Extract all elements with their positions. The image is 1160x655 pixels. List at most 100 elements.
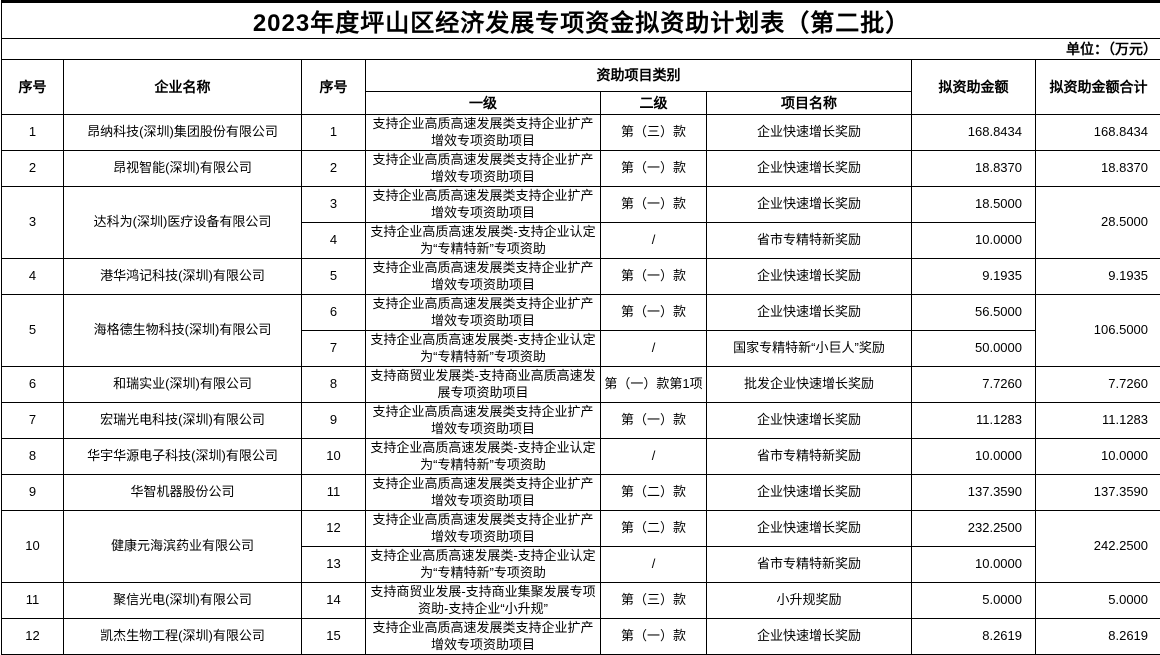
cell-company-name: 凯杰生物工程(深圳)有限公司 [64, 619, 302, 655]
cell-level2: 第（一）款 [601, 187, 707, 223]
cell-amount: 9.1935 [912, 259, 1036, 295]
cell-total: 11.1283 [1036, 403, 1160, 439]
cell-amount: 10.0000 [912, 547, 1036, 583]
cell-company-seq: 5 [2, 295, 64, 367]
cell-item-seq: 9 [302, 403, 366, 439]
cell-level1: 支持商贸业发展类-支持商业高质高速发展专项资助项目 [366, 367, 601, 403]
cell-level2: 第（一）款 [601, 403, 707, 439]
cell-level2: 第（一）款 [601, 295, 707, 331]
unit-label: 单位：（万元） [2, 39, 1160, 60]
cell-amount: 10.0000 [912, 439, 1036, 475]
cell-item-seq: 2 [302, 151, 366, 187]
cell-project: 企业快速增长奖励 [707, 187, 912, 223]
col-header-seq: 序号 [2, 60, 64, 115]
cell-total: 10.0000 [1036, 439, 1160, 475]
cell-item-seq: 10 [302, 439, 366, 475]
cell-level2: / [601, 439, 707, 475]
cell-total: 106.5000 [1036, 295, 1160, 367]
cell-project: 国家专精特新“小巨人”奖励 [707, 331, 912, 367]
cell-company-seq: 11 [2, 583, 64, 619]
cell-project: 企业快速增长奖励 [707, 475, 912, 511]
cell-company-name: 海格德生物科技(深圳)有限公司 [64, 295, 302, 367]
cell-level2: 第（三）款 [601, 115, 707, 151]
cell-company-seq: 9 [2, 475, 64, 511]
cell-company-seq: 2 [2, 151, 64, 187]
col-header-total: 拟资助金额合计 [1036, 60, 1160, 115]
page-title: 2023年度坪山区经济发展专项资金拟资助计划表（第二批） [2, 2, 1160, 39]
cell-amount: 10.0000 [912, 223, 1036, 259]
cell-item-seq: 8 [302, 367, 366, 403]
cell-amount: 5.0000 [912, 583, 1036, 619]
cell-item-seq: 3 [302, 187, 366, 223]
cell-level1: 支持企业高质高速发展类支持企业扩产增效专项资助项目 [366, 619, 601, 655]
cell-item-seq: 6 [302, 295, 366, 331]
cell-amount: 168.8434 [912, 115, 1036, 151]
cell-project: 企业快速增长奖励 [707, 403, 912, 439]
cell-project: 企业快速增长奖励 [707, 295, 912, 331]
cell-company-seq: 8 [2, 439, 64, 475]
cell-level2: 第（一）款 [601, 151, 707, 187]
cell-item-seq: 14 [302, 583, 366, 619]
cell-level2: 第（一）款 [601, 259, 707, 295]
cell-company-name: 昂纳科技(深圳)集团股份有限公司 [64, 115, 302, 151]
cell-company-name: 达科为(深圳)医疗设备有限公司 [64, 187, 302, 259]
cell-company-seq: 6 [2, 367, 64, 403]
cell-level2: / [601, 223, 707, 259]
cell-item-seq: 11 [302, 475, 366, 511]
cell-company-name: 和瑞实业(深圳)有限公司 [64, 367, 302, 403]
cell-company-name: 健康元海滨药业有限公司 [64, 511, 302, 583]
cell-company-name: 昂视智能(深圳)有限公司 [64, 151, 302, 187]
col-header-level1: 一级 [366, 92, 601, 115]
cell-project: 批发企业快速增长奖励 [707, 367, 912, 403]
cell-item-seq: 1 [302, 115, 366, 151]
col-header-project: 项目名称 [707, 92, 912, 115]
cell-level2: / [601, 547, 707, 583]
title-row: 2023年度坪山区经济发展专项资金拟资助计划表（第二批） [2, 2, 1160, 39]
cell-amount: 50.0000 [912, 331, 1036, 367]
cell-level1: 支持企业高质高速发展类支持企业扩产增效专项资助项目 [366, 151, 601, 187]
cell-amount: 18.5000 [912, 187, 1036, 223]
cell-amount: 11.1283 [912, 403, 1036, 439]
cell-level1: 支持企业高质高速发展类-支持企业认定为“专精特新”专项资助 [366, 223, 601, 259]
cell-total: 168.8434 [1036, 115, 1160, 151]
cell-item-seq: 4 [302, 223, 366, 259]
cell-project: 企业快速增长奖励 [707, 619, 912, 655]
cell-level1: 支持企业高质高速发展类支持企业扩产增效专项资助项目 [366, 403, 601, 439]
cell-project: 企业快速增长奖励 [707, 151, 912, 187]
cell-level2: 第（二）款 [601, 475, 707, 511]
cell-project: 省市专精特新奖励 [707, 547, 912, 583]
cell-total: 5.0000 [1036, 583, 1160, 619]
cell-total: 8.2619 [1036, 619, 1160, 655]
cell-company-name: 港华鸿记科技(深圳)有限公司 [64, 259, 302, 295]
cell-level1: 支持企业高质高速发展类支持企业扩产增效专项资助项目 [366, 259, 601, 295]
cell-company-name: 华宇华源电子科技(深圳)有限公司 [64, 439, 302, 475]
cell-project: 省市专精特新奖励 [707, 223, 912, 259]
cell-project: 企业快速增长奖励 [707, 511, 912, 547]
cell-company-name: 华智机器股份公司 [64, 475, 302, 511]
cell-item-seq: 13 [302, 547, 366, 583]
cell-level1: 支持企业高质高速发展类支持企业扩产增效专项资助项目 [366, 511, 601, 547]
cell-company-name: 聚信光电(深圳)有限公司 [64, 583, 302, 619]
cell-company-seq: 4 [2, 259, 64, 295]
cell-level1: 支持企业高质高速发展类-支持企业认定为“专精特新”专项资助 [366, 547, 601, 583]
cell-level2: 第（一）款 [601, 619, 707, 655]
cell-level2: 第（一）款第1项 [601, 367, 707, 403]
cell-amount: 7.7260 [912, 367, 1036, 403]
cell-total: 242.2500 [1036, 511, 1160, 583]
col-header-amount: 拟资助金额 [912, 60, 1036, 115]
cell-level1: 支持企业高质高速发展类-支持企业认定为“专精特新”专项资助 [366, 439, 601, 475]
col-header-category-group: 资助项目类别 [366, 60, 912, 92]
cell-amount: 56.5000 [912, 295, 1036, 331]
